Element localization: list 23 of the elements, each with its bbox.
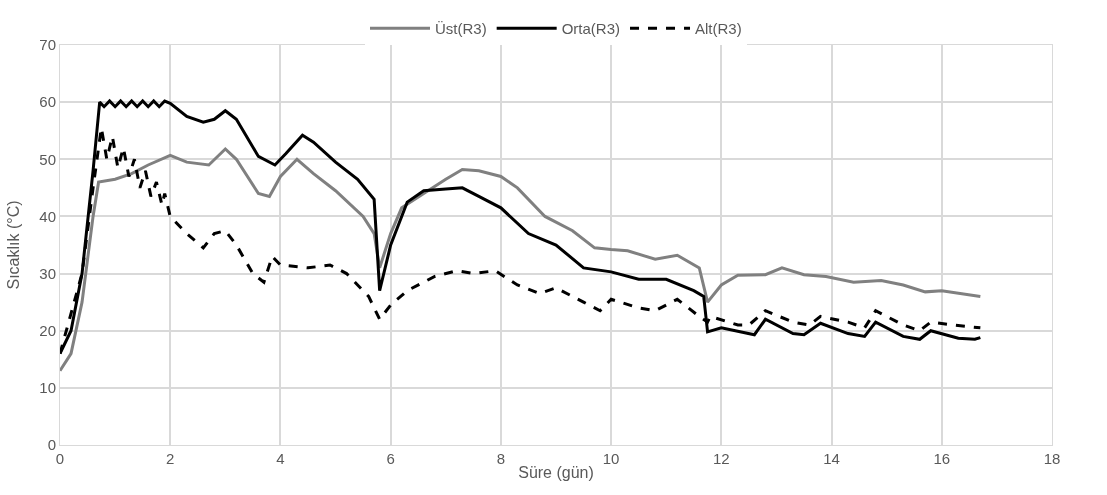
x-tick-label: 2 [166,450,175,467]
x-tick-label: 18 [1043,450,1061,467]
y-tick-label: 10 [39,379,56,397]
legend-label: Alt(R3) [695,20,742,38]
line-series [60,147,982,373]
x-axis-title: Süre (gün) [518,463,594,481]
y-axis-title: Sıcaklık (°C) [5,200,23,290]
y-tick-label: 70 [39,36,56,54]
y-tick-label: 20 [39,321,56,339]
x-tick-label: 14 [823,450,840,467]
x-tick-label: 12 [712,450,730,467]
y-tick-label: 30 [39,264,56,282]
x-tick-label: 10 [602,450,620,467]
legend-label: Orta(R3) [561,20,621,38]
y-tick-label: 50 [39,150,56,168]
y-tick-label: 60 [39,93,56,111]
x-tick-label: 16 [933,450,951,467]
legend-label: Üst(R3) [435,20,487,38]
x-tick-label: 6 [386,450,395,467]
y-tick-label: 0 [47,436,56,454]
x-tick-label: 8 [496,450,506,467]
x-tick-label: 4 [276,450,285,467]
y-tick-label: 40 [39,207,56,225]
